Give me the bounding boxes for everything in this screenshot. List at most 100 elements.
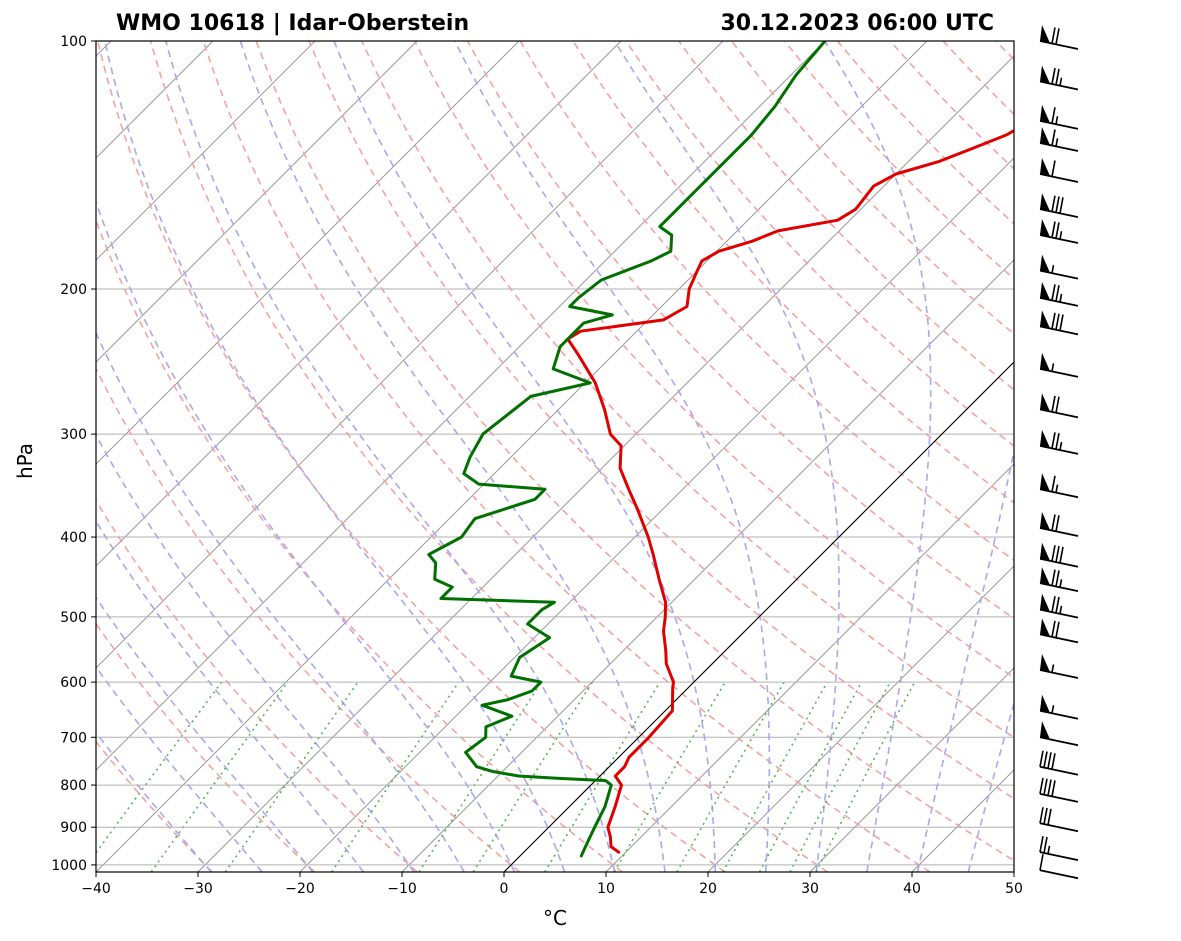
wind-barb-full-feather bbox=[1039, 777, 1044, 795]
wind-barb-pennant bbox=[1040, 429, 1050, 448]
wind-barb-staff bbox=[1039, 765, 1079, 776]
wind-barb-staff bbox=[1039, 557, 1079, 568]
wind-barb bbox=[1039, 618, 1079, 644]
moist-adiabat-line bbox=[96, 731, 212, 872]
isotherm-line bbox=[707, 565, 1014, 872]
wind-barb-pennant bbox=[1040, 352, 1050, 371]
wind-barb bbox=[1039, 281, 1079, 307]
wind-barb-half-feather bbox=[1055, 138, 1059, 147]
wind-barb-pennant bbox=[1040, 219, 1050, 238]
wind-barb-pennant bbox=[1040, 542, 1050, 561]
y-tick-label: 200 bbox=[60, 282, 87, 298]
wind-barb bbox=[1039, 567, 1079, 593]
wind-barb-half-feather bbox=[1055, 116, 1059, 125]
dewpoint-line bbox=[427, 41, 827, 858]
wind-barb-full-feather bbox=[1039, 836, 1044, 853]
y-tick-label: 400 bbox=[60, 530, 87, 546]
wind-barb-full-feather bbox=[1051, 475, 1056, 492]
moist-adiabat-line bbox=[165, 41, 616, 872]
wind-barb-staff bbox=[1039, 488, 1079, 499]
dry-adiabat-lines bbox=[96, 41, 1181, 872]
wind-barb-full-feather bbox=[1051, 753, 1056, 770]
wind-barb-full-feather bbox=[1043, 807, 1048, 825]
wind-barb bbox=[1039, 694, 1079, 720]
wind-barb-full-feather bbox=[1055, 570, 1060, 587]
wind-barb-half-feather bbox=[1055, 484, 1059, 493]
moist-adiabat-line bbox=[96, 199, 516, 872]
wind-barb-full-feather bbox=[1055, 222, 1060, 239]
mixing-ratio-line bbox=[815, 681, 916, 872]
wind-barb-staff bbox=[1039, 269, 1079, 280]
moist-adiabat-line bbox=[967, 700, 1014, 872]
mixing-ratio-line bbox=[331, 681, 460, 872]
wind-barb bbox=[1039, 511, 1079, 537]
wind-barb-full-feather bbox=[1051, 620, 1056, 638]
wind-barb-pennant bbox=[1040, 618, 1050, 637]
dry-adiabat-line bbox=[96, 218, 623, 872]
wind-barb-full-feather bbox=[1051, 107, 1056, 124]
moist-adiabat-line bbox=[96, 519, 365, 872]
wind-barb-staff bbox=[1039, 80, 1079, 91]
wind-barb-full-feather bbox=[1055, 621, 1060, 638]
wind-barb-half-feather bbox=[1047, 845, 1051, 854]
wind-barb-half-feather bbox=[1059, 77, 1063, 86]
dry-adiabat-line bbox=[255, 41, 1014, 862]
wind-barb-full-feather bbox=[1047, 779, 1052, 796]
wind-barb-pennant bbox=[1040, 65, 1050, 84]
wind-barb-half-feather bbox=[1059, 605, 1063, 615]
dry-adiabat-line bbox=[308, 41, 1014, 800]
wind-barb-half-feather bbox=[1051, 705, 1055, 714]
wind-barb-full-feather bbox=[1043, 751, 1048, 768]
dry-adiabat-line bbox=[1102, 41, 1181, 872]
wind-barb-full-feather bbox=[1051, 284, 1056, 301]
wind-barb bbox=[1039, 721, 1079, 747]
wind-barb-full-feather bbox=[1055, 196, 1060, 213]
wind-barb-full-feather bbox=[1051, 432, 1056, 449]
wind-barb-pennant bbox=[1040, 310, 1050, 329]
wind-barb bbox=[1039, 653, 1079, 679]
y-tick-label: 600 bbox=[60, 675, 87, 691]
dry-adiabat-line bbox=[413, 41, 1014, 679]
wind-barb-pennant bbox=[1040, 25, 1050, 44]
wind-barb-full-feather bbox=[1047, 808, 1052, 826]
wind-barb-staff bbox=[1039, 325, 1079, 336]
moist-adiabat-line bbox=[916, 447, 1014, 872]
wind-barb-staff bbox=[1039, 119, 1079, 130]
wind-barbs bbox=[1039, 25, 1079, 880]
isotherm-line bbox=[96, 41, 622, 567]
wind-barb-full-feather bbox=[1051, 67, 1056, 85]
wind-barb-staff bbox=[1039, 234, 1079, 244]
isotherm-line bbox=[401, 259, 1014, 872]
wind-barb-pennant bbox=[1040, 721, 1050, 740]
wind-barb-staff bbox=[1039, 142, 1079, 152]
isotherm-line bbox=[96, 41, 418, 363]
x-tick-label: 20 bbox=[699, 881, 717, 897]
plot-frame bbox=[95, 40, 1015, 873]
wind-barb-staff bbox=[1039, 822, 1079, 833]
y-tick-label: 500 bbox=[60, 610, 87, 626]
wind-barb bbox=[1039, 593, 1079, 619]
wind-barb-staff bbox=[1039, 793, 1079, 803]
wind-barb-half-feather bbox=[1051, 664, 1055, 673]
wind-barb-full-feather bbox=[1051, 221, 1056, 238]
wind-barb bbox=[1039, 777, 1079, 803]
wind-barb-full-feather bbox=[1055, 596, 1060, 614]
wind-barb-pennant bbox=[1040, 511, 1050, 531]
x-tick-label: 40 bbox=[903, 881, 921, 897]
x-tick-label: 10 bbox=[597, 881, 615, 897]
pressure-grid-lines bbox=[96, 41, 1014, 866]
wind-barb-staff bbox=[1039, 173, 1079, 183]
plot-background bbox=[96, 41, 1014, 872]
chart-title-station: WMO 10618 | Idar-Oberstein bbox=[116, 11, 469, 36]
dry-adiabat-line bbox=[149, 41, 828, 872]
wind-barb-half-feather bbox=[1059, 231, 1063, 240]
wind-barb-staff bbox=[1039, 633, 1079, 644]
isotherm-line bbox=[96, 41, 316, 261]
reference-isotherm bbox=[503, 361, 1014, 872]
sounding-series bbox=[427, 41, 1014, 858]
wind-barb-staff bbox=[1039, 669, 1079, 679]
y-axis-ticks: 100 200 300 400 500 600 700 800 900 1000 bbox=[51, 34, 96, 874]
dry-adiabat-line bbox=[678, 41, 1014, 391]
wind-barb-full-feather bbox=[1059, 546, 1064, 564]
wind-barb-full-feather bbox=[1051, 395, 1056, 413]
